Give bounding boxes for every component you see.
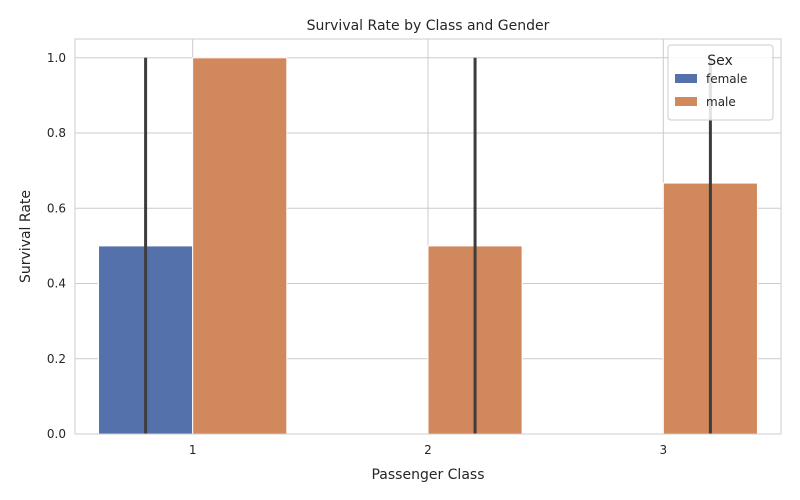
legend-swatch-female	[675, 74, 697, 83]
y-tick-label: 0.6	[47, 201, 66, 215]
x-axis-label: Passenger Class	[371, 467, 484, 483]
plot-frame	[74, 38, 782, 435]
y-tick-label: 0.2	[47, 352, 66, 366]
bar-male-class-1	[192, 57, 288, 435]
chart-title: Survival Rate by Class and Gender	[307, 18, 550, 34]
legend: Sex female male	[667, 44, 774, 121]
x-tick-label: 3	[660, 443, 668, 457]
y-tick-label: 0.4	[47, 277, 66, 291]
error-bars	[144, 57, 712, 434]
y-tick-label: 0.8	[47, 126, 66, 140]
y-tick-labels: 0.0 0.2 0.4 0.6 0.8 1.0	[47, 51, 66, 441]
x-tick-label: 1	[189, 443, 197, 457]
legend-swatch-male	[675, 97, 697, 106]
y-tick-label: 1.0	[47, 51, 66, 65]
x-tick-label: 2	[424, 443, 432, 457]
y-axis-label: Survival Rate	[18, 190, 34, 283]
y-tick-label: 0.0	[47, 427, 66, 441]
legend-label-female: female	[706, 72, 747, 86]
legend-label-male: male	[706, 95, 736, 109]
x-tick-labels: 1 2 3	[189, 443, 667, 457]
legend-title: Sex	[707, 53, 733, 69]
